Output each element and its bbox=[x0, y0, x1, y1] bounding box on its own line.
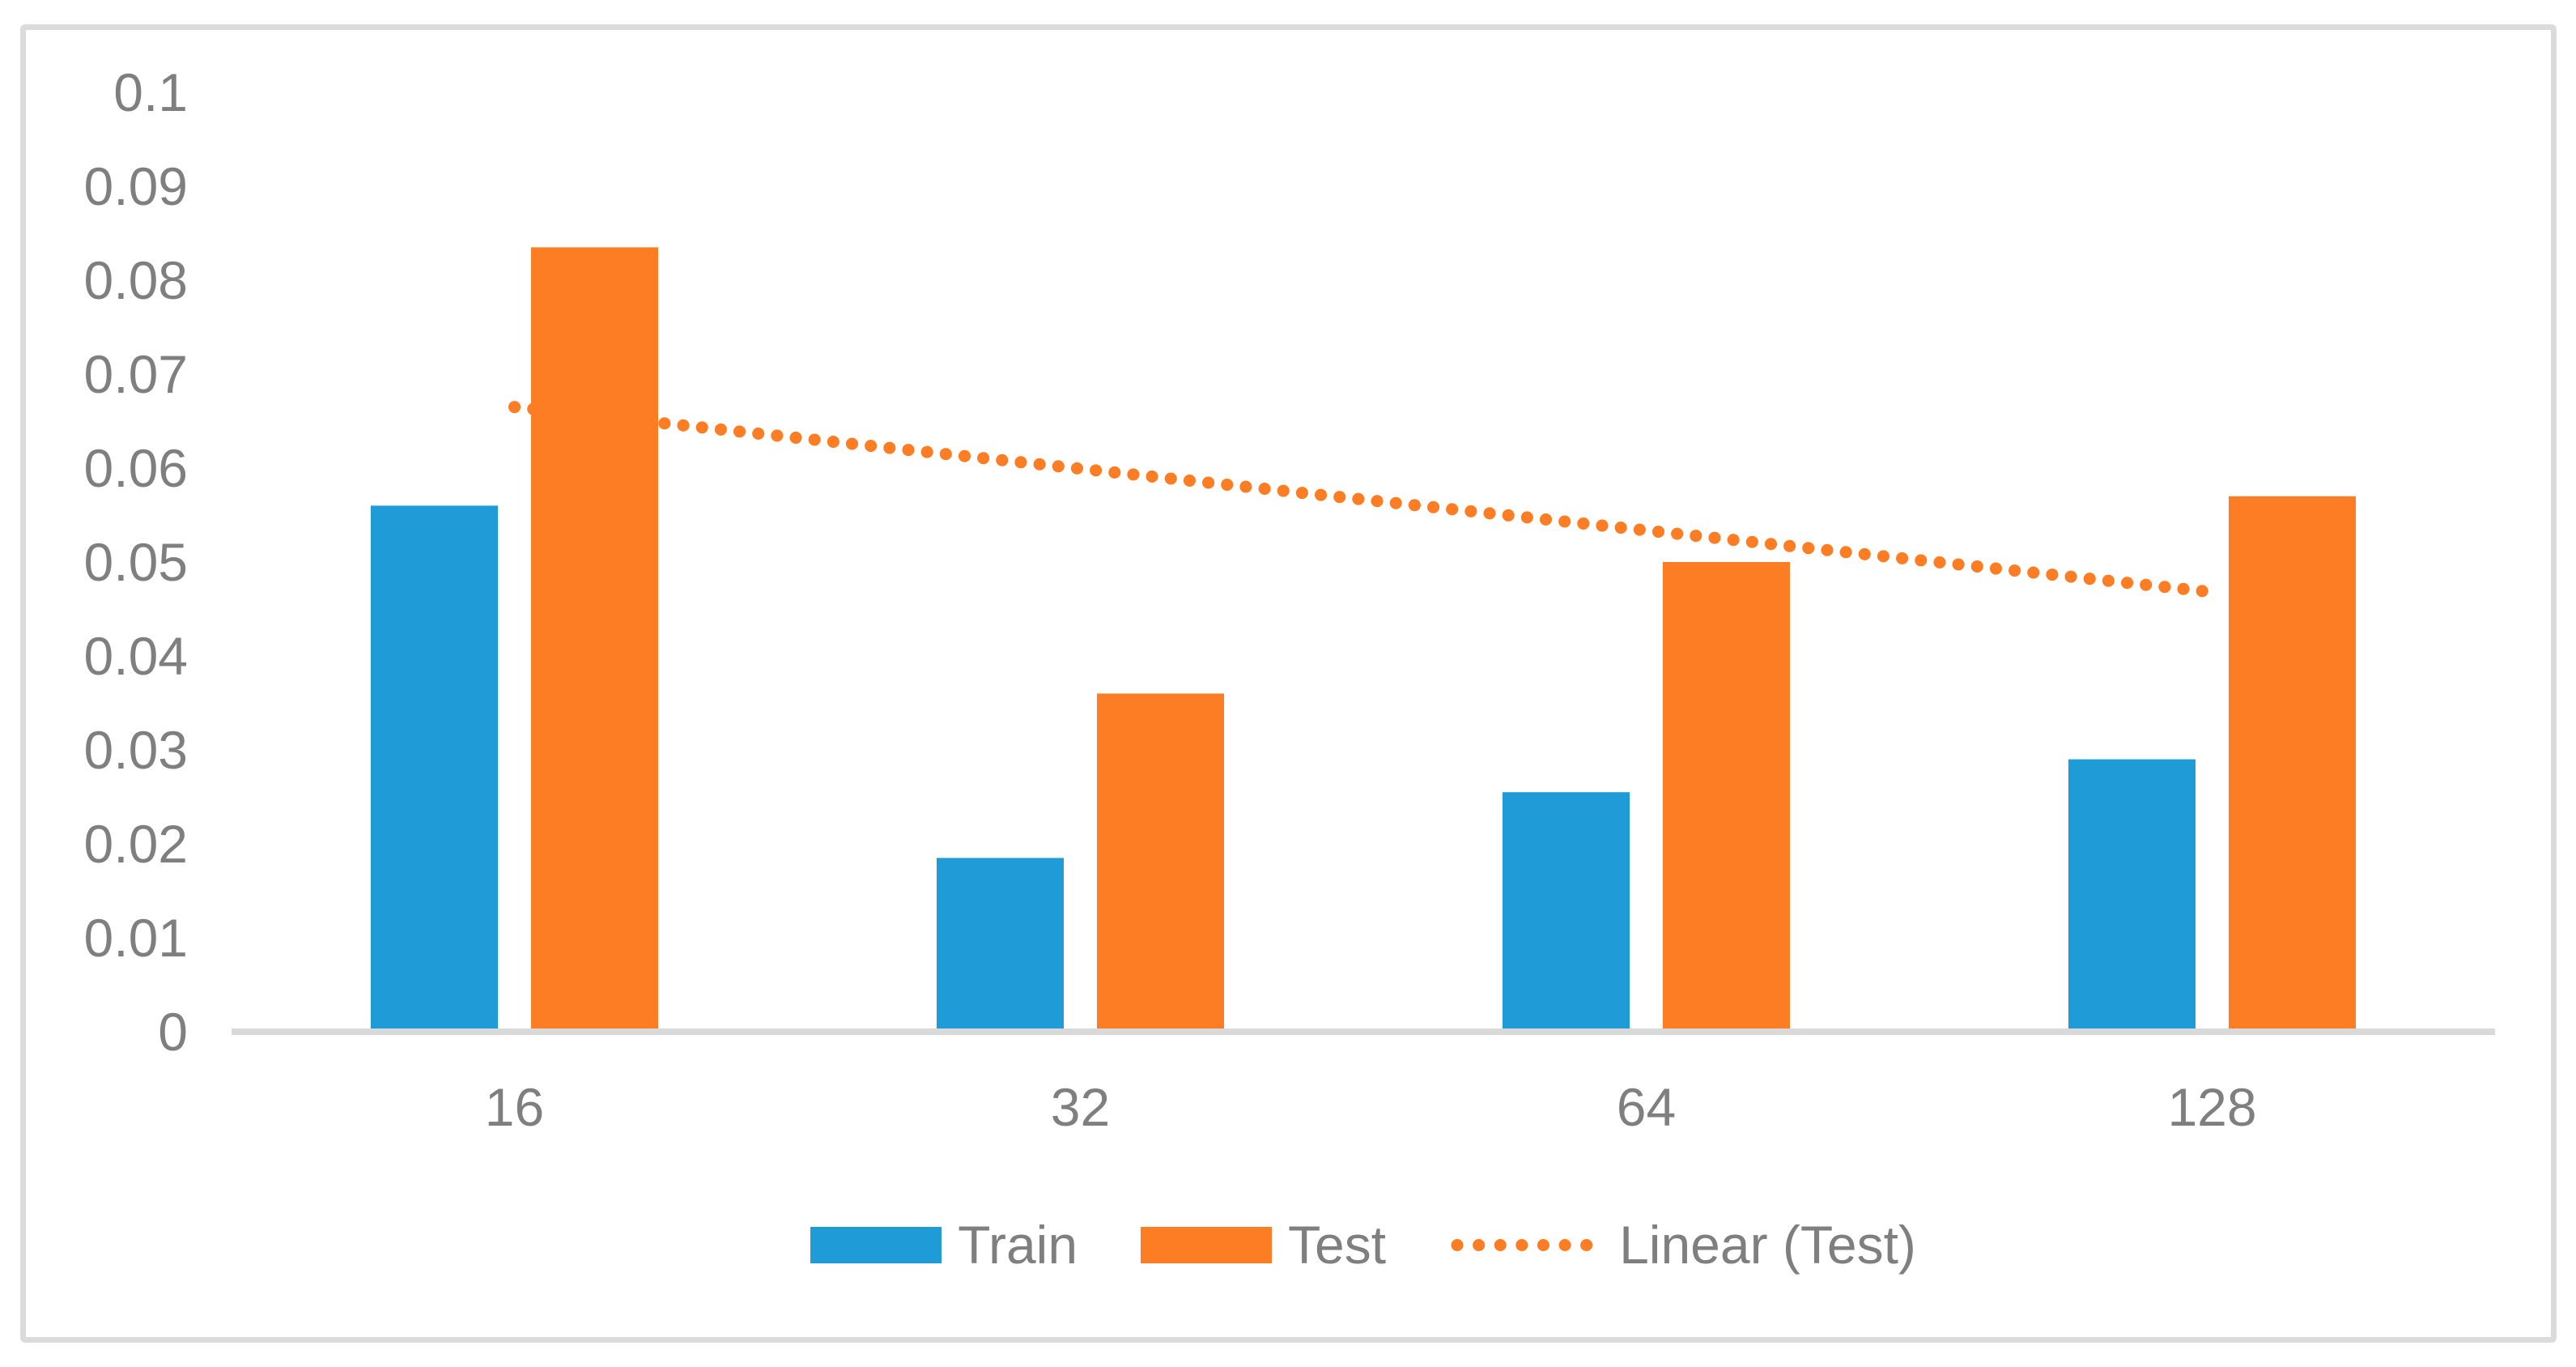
legend-item-linear-test: Linear (Test) bbox=[1449, 1218, 1916, 1271]
y-axis-tick-label: 0.08 bbox=[84, 250, 188, 310]
trendline-dotted-sample-icon bbox=[1451, 1238, 1604, 1251]
bar-train-64 bbox=[1503, 792, 1630, 1028]
x-axis-category-label: 128 bbox=[2167, 1077, 2256, 1137]
bar-test-32 bbox=[1097, 693, 1224, 1028]
y-axis-tick-label: 0.04 bbox=[84, 626, 188, 686]
bar-test-128 bbox=[2229, 496, 2356, 1028]
legend-label-linear-test: Linear (Test) bbox=[1619, 1215, 1916, 1275]
y-axis-tick-label: 0.1 bbox=[113, 62, 188, 122]
y-axis-tick-label: 0.05 bbox=[84, 532, 188, 592]
train-series-swatch bbox=[810, 1226, 942, 1263]
bar-test-64 bbox=[1663, 562, 1790, 1028]
x-axis-line bbox=[232, 1028, 2495, 1035]
legend-label-test: Test bbox=[1288, 1215, 1387, 1275]
chart-legend: Train Test Linear (Test) bbox=[232, 1210, 2495, 1280]
x-axis-category-label: 32 bbox=[1051, 1077, 1110, 1137]
x-axis-category-label: 64 bbox=[1617, 1077, 1676, 1137]
test-series-swatch bbox=[1141, 1226, 1273, 1263]
y-axis-tick-label: 0.01 bbox=[84, 908, 188, 968]
legend-item-test: Test bbox=[1141, 1218, 1386, 1271]
trendline-linear-test bbox=[508, 401, 2218, 598]
bar-test-16 bbox=[531, 247, 658, 1028]
bar-train-32 bbox=[937, 858, 1064, 1028]
y-axis-tick-label: 0.03 bbox=[84, 720, 188, 780]
legend-label-train: Train bbox=[958, 1215, 1078, 1275]
y-axis-tick-label: 0.07 bbox=[84, 344, 188, 404]
bar-train-128 bbox=[2068, 759, 2196, 1028]
y-axis-tick-label: 0 bbox=[158, 1002, 188, 1062]
y-axis-tick-label: 0.06 bbox=[84, 438, 188, 498]
y-axis-tick-label: 0.02 bbox=[84, 814, 188, 874]
legend-item-train: Train bbox=[810, 1218, 1078, 1271]
x-axis-category-label: 16 bbox=[485, 1077, 544, 1137]
y-axis-tick-label: 0.09 bbox=[84, 156, 188, 216]
bar-train-16 bbox=[371, 505, 498, 1028]
